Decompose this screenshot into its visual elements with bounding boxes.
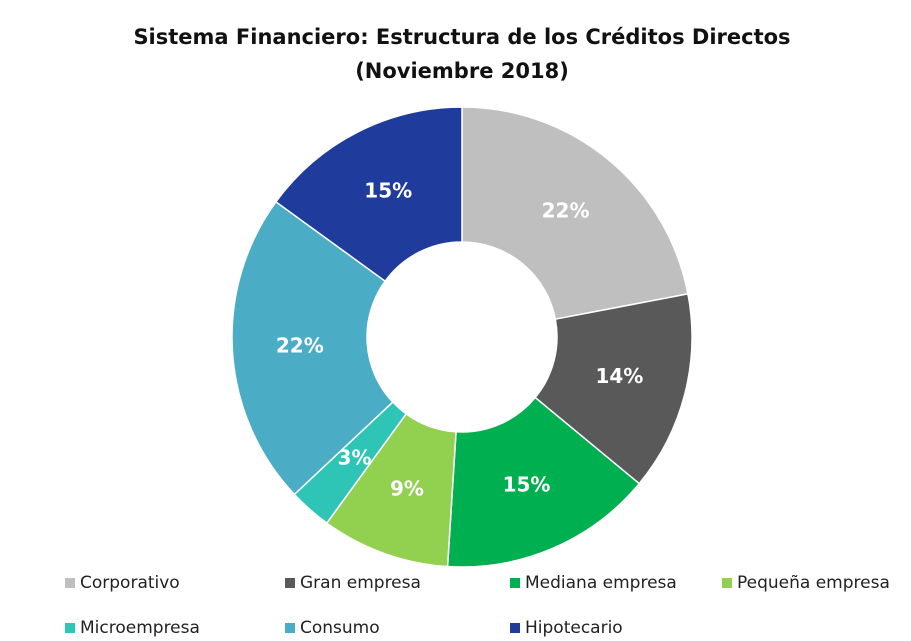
data-label: 14% <box>595 364 643 388</box>
donut-slice <box>446 396 641 568</box>
legend-swatch <box>65 578 75 588</box>
donut-slice <box>461 106 689 321</box>
legend-label: Mediana empresa <box>525 573 677 593</box>
data-label: 22% <box>276 334 324 358</box>
chart-title: Sistema Financiero: Estructura de los Cr… <box>133 25 790 49</box>
legend-swatch <box>285 578 295 588</box>
data-label: 9% <box>390 476 424 500</box>
legend-swatch <box>65 623 75 633</box>
data-label: 15% <box>503 473 551 497</box>
legend-label: Gran empresa <box>300 573 421 593</box>
legend-label: Pequeña empresa <box>737 573 890 593</box>
legend-label: Hipotecario <box>525 618 623 638</box>
donut-slice <box>534 293 693 485</box>
legend-swatch <box>722 578 732 588</box>
data-label: 22% <box>542 198 590 222</box>
legend-label: Microempresa <box>80 618 200 638</box>
legend-swatch <box>510 623 520 633</box>
donut-slice <box>231 200 394 496</box>
legend-swatch <box>510 578 520 588</box>
chart-subtitle: (Noviembre 2018) <box>355 59 569 83</box>
data-label: 15% <box>364 179 412 203</box>
donut-slice <box>274 106 463 283</box>
legend-swatch <box>285 623 295 633</box>
legend-label: Corporativo <box>80 573 180 593</box>
legend-label: Consumo <box>300 618 380 638</box>
